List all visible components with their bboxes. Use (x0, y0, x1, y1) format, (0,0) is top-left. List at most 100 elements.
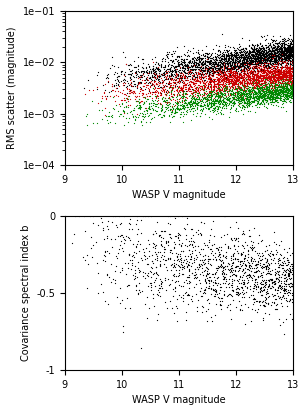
Point (161, 85, 166, 92)
Point (285, 72, 290, 79)
Point (138, 101, 143, 108)
Point (270, 54, 275, 60)
Point (237, 258, 242, 265)
Point (271, 52, 276, 58)
Point (255, 72, 260, 78)
Point (156, 66, 161, 72)
Point (244, 69, 249, 75)
Point (264, 71, 269, 77)
Point (261, 68, 266, 75)
Point (284, 96, 289, 103)
Point (289, 90, 294, 96)
Point (159, 94, 164, 101)
Point (251, 74, 256, 81)
Point (178, 74, 183, 80)
Point (136, 79, 140, 85)
Point (209, 75, 214, 82)
Point (194, 61, 199, 68)
Point (263, 81, 268, 88)
Point (211, 76, 216, 82)
Point (246, 75, 251, 82)
Point (110, 87, 115, 94)
Point (270, 96, 275, 103)
Point (240, 279, 245, 285)
Point (276, 45, 281, 52)
Point (179, 95, 184, 101)
Point (281, 90, 286, 96)
Point (290, 78, 295, 85)
Point (180, 56, 185, 63)
Point (227, 96, 232, 102)
Point (210, 105, 215, 111)
Point (280, 78, 285, 84)
Point (203, 95, 208, 102)
Point (265, 270, 270, 277)
Point (259, 53, 264, 59)
Point (198, 79, 203, 85)
Point (288, 73, 293, 79)
Point (264, 82, 269, 89)
Point (278, 300, 283, 306)
Point (286, 46, 291, 52)
Point (141, 108, 146, 114)
Point (285, 37, 290, 43)
Point (257, 94, 262, 100)
Point (289, 86, 294, 92)
Point (256, 57, 261, 63)
Point (245, 73, 250, 80)
Point (224, 74, 229, 80)
Point (237, 62, 242, 68)
Point (223, 56, 228, 62)
Point (262, 92, 267, 98)
Point (216, 75, 221, 82)
Point (202, 80, 207, 86)
Point (243, 289, 248, 296)
Point (135, 81, 140, 87)
Point (269, 70, 274, 77)
Point (160, 94, 165, 100)
Point (192, 67, 197, 74)
Point (260, 50, 265, 56)
Point (258, 54, 263, 61)
Point (242, 59, 247, 65)
Point (140, 82, 145, 89)
Point (229, 87, 234, 94)
Point (283, 71, 288, 77)
Point (230, 56, 235, 63)
Point (266, 76, 271, 82)
Point (98, 212, 103, 219)
Point (288, 263, 293, 270)
Point (233, 70, 238, 76)
Point (270, 67, 275, 73)
Point (193, 113, 198, 119)
Point (214, 103, 219, 109)
Point (215, 68, 219, 75)
Point (180, 283, 185, 290)
Point (187, 98, 192, 104)
Point (282, 87, 287, 93)
Point (281, 67, 286, 74)
Point (194, 77, 199, 83)
Point (249, 51, 254, 58)
Point (138, 80, 143, 87)
Point (199, 231, 204, 237)
Point (256, 54, 261, 61)
Point (271, 88, 276, 95)
Point (248, 75, 253, 81)
Point (190, 87, 195, 93)
Point (281, 258, 286, 265)
Point (248, 74, 253, 81)
Point (283, 91, 288, 97)
Point (290, 72, 295, 78)
Point (270, 280, 274, 286)
Point (229, 76, 234, 82)
Point (209, 72, 214, 79)
Point (168, 73, 173, 79)
Point (117, 79, 122, 85)
Point (247, 65, 252, 72)
Point (241, 71, 245, 78)
Point (278, 68, 283, 74)
Point (174, 278, 178, 284)
Point (204, 85, 209, 92)
Point (195, 82, 200, 88)
